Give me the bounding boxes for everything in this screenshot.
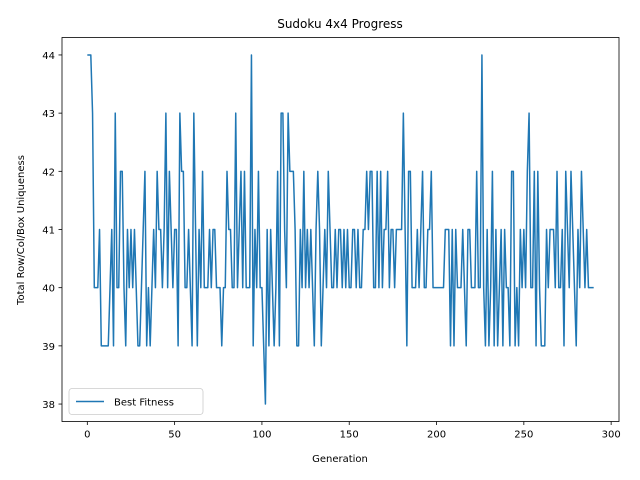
x-tick-label: 100 [252,430,271,441]
x-tick-label: 50 [168,430,181,441]
chart-title: Sudoku 4x4 Progress [277,17,403,31]
y-tick-label: 42 [42,167,55,178]
y-axis-label: Total Row/Col/Box Uniqueness [16,155,27,306]
plot-frame [61,37,620,422]
x-tick-label: 150 [340,430,359,441]
y-tick-label: 38 [42,400,55,411]
x-tick-label: 250 [514,430,533,441]
line-series [87,54,594,405]
legend-box [68,388,204,415]
y-tick-label: 41 [42,226,55,237]
legend-label: Best Fitness [114,398,174,409]
x-tick-label: 200 [427,430,446,441]
y-tick-label: 43 [42,109,55,120]
x-axis-label: Generation [312,454,368,465]
x-tick-label: 0 [84,430,90,441]
y-tick-label: 39 [42,342,55,353]
y-tick-label: 44 [42,51,55,62]
x-tick-label: 300 [602,430,621,441]
y-tick-label: 40 [42,284,55,295]
